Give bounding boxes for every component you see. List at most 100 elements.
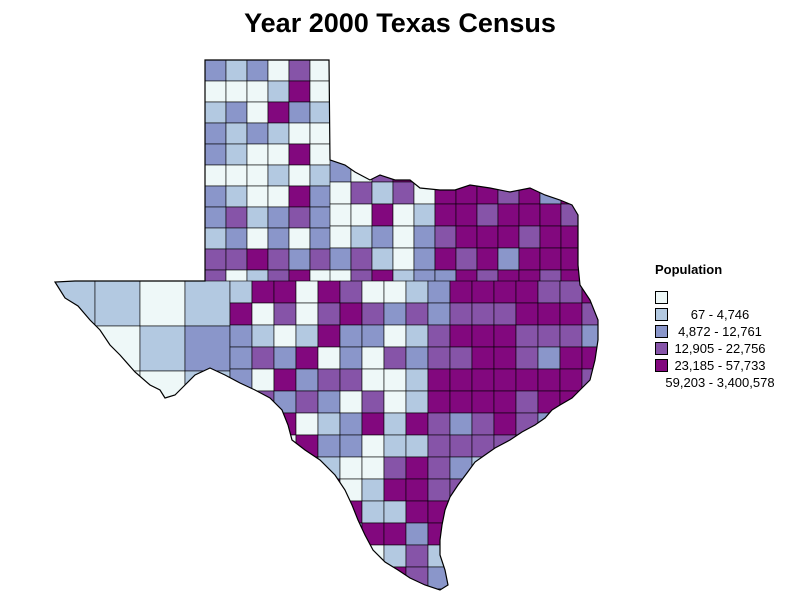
legend-item-1: 67 - 4,746 <box>655 289 800 322</box>
county <box>493 324 517 348</box>
county <box>295 324 319 348</box>
county <box>273 522 297 546</box>
county <box>518 181 541 205</box>
county <box>288 185 311 208</box>
county <box>559 566 583 590</box>
county <box>329 225 352 249</box>
county <box>267 248 290 271</box>
county <box>55 370 96 417</box>
county <box>288 164 311 187</box>
county <box>204 248 227 271</box>
county <box>427 412 451 436</box>
county <box>288 101 311 124</box>
county <box>581 269 598 293</box>
county <box>246 185 269 208</box>
county <box>139 325 186 372</box>
county <box>449 456 473 480</box>
county <box>339 588 363 590</box>
county <box>581 203 598 227</box>
county <box>339 566 363 590</box>
county <box>288 60 311 82</box>
county <box>434 225 457 249</box>
county <box>559 434 583 458</box>
county <box>537 390 561 414</box>
county <box>317 280 341 304</box>
county <box>204 206 227 229</box>
legend-item-2: 4,872 - 12,761 <box>655 306 800 339</box>
county <box>539 203 562 227</box>
legend: Population 67 - 4,746 4,872 - 12,761 12,90… <box>655 262 800 390</box>
county <box>471 302 495 326</box>
county <box>204 60 227 82</box>
county <box>518 203 541 227</box>
county <box>383 566 407 590</box>
county <box>361 522 385 546</box>
legend-label: 59,203 - 3,400,578 <box>665 375 775 390</box>
county <box>539 159 562 183</box>
county <box>559 522 583 546</box>
county <box>361 500 385 524</box>
county <box>581 434 598 458</box>
county <box>295 456 319 480</box>
county <box>493 280 517 304</box>
county <box>537 566 561 590</box>
county <box>493 368 517 392</box>
county <box>449 522 473 546</box>
county <box>515 324 539 348</box>
county <box>229 456 253 480</box>
county <box>405 302 429 326</box>
county <box>288 122 311 145</box>
county <box>581 225 598 249</box>
county <box>383 324 407 348</box>
county <box>317 588 341 590</box>
map-title: Year 2000 Texas Census <box>244 8 556 38</box>
county <box>471 346 495 370</box>
county <box>204 101 227 124</box>
county <box>361 456 385 480</box>
county <box>515 368 539 392</box>
county <box>434 247 457 271</box>
county <box>405 390 429 414</box>
county <box>329 203 352 227</box>
county <box>339 302 363 326</box>
county <box>225 60 248 82</box>
county <box>246 164 269 187</box>
county <box>309 143 332 166</box>
county <box>455 225 478 249</box>
county <box>427 390 451 414</box>
county <box>383 302 407 326</box>
county <box>288 80 311 103</box>
county <box>471 412 495 436</box>
county <box>471 324 495 348</box>
county <box>273 390 297 414</box>
county <box>559 368 583 392</box>
county <box>184 325 231 372</box>
legend-item-5: 59,203 - 3,400,578 <box>655 357 800 390</box>
county <box>455 247 478 271</box>
county <box>427 544 451 568</box>
county <box>225 143 248 166</box>
county <box>405 346 429 370</box>
county <box>229 478 253 502</box>
county <box>251 456 275 480</box>
county <box>427 368 451 392</box>
county <box>427 346 451 370</box>
county <box>317 478 341 502</box>
county <box>559 478 583 502</box>
county <box>427 324 451 348</box>
county <box>339 390 363 414</box>
county <box>204 143 227 166</box>
county <box>229 544 253 568</box>
county <box>449 588 473 590</box>
county <box>515 478 539 502</box>
county <box>581 566 598 590</box>
county <box>246 206 269 229</box>
county <box>55 280 96 327</box>
county <box>204 227 227 250</box>
county <box>246 101 269 124</box>
county <box>295 478 319 502</box>
county <box>251 368 275 392</box>
county <box>427 588 451 590</box>
county <box>288 227 311 250</box>
county <box>449 390 473 414</box>
